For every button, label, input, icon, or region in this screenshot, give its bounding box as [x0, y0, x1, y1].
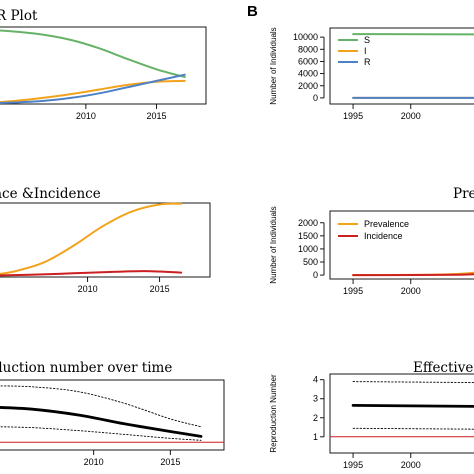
y-tick-label: 1000: [298, 244, 318, 254]
x-tick-label: 2015: [150, 284, 170, 294]
series-line-s2: [0, 426, 202, 441]
legend-label-r: R: [364, 57, 371, 67]
y-tick-label: 6000: [298, 56, 318, 66]
y-axis-title: Reproduction Number: [269, 374, 278, 453]
y-tick-label: 2: [313, 413, 318, 423]
series-line-s0: [0, 202, 183, 275]
y-tick-label: 500: [303, 257, 318, 267]
plot-frame: [329, 373, 474, 454]
series-line-s0: [0, 29, 186, 78]
chart-a1: 2010 2015: [0, 26, 207, 121]
x-tick-label: 2000: [401, 111, 421, 121]
chart-title-b2: Pre: [453, 186, 474, 202]
chart-a3: 2010 2015: [0, 379, 225, 467]
y-tick-label: 1500: [298, 231, 318, 241]
chart-title-a3: duction number over time: [0, 360, 172, 376]
y-tick-label: 2000: [298, 81, 318, 91]
chart-b1: 1995 2000 0 2000 4000 6000 8000 10000 Number of …: [269, 27, 474, 121]
chart-title-a2: ace &Incidence: [0, 186, 101, 202]
x-tick-label: 1995: [343, 460, 363, 470]
x-tick-label: 2010: [84, 457, 104, 467]
series-line-s1: [352, 381, 474, 384]
x-tick-label: 1995: [343, 111, 363, 121]
x-tick-label: 2010: [76, 111, 96, 121]
plot-area-group: 2010 2015 1995 20000200040006000800010000Nu…: [0, 26, 474, 470]
x-tick-label: 2015: [160, 457, 180, 467]
y-axis-title: Number of Individuals: [269, 27, 278, 104]
y-tick-label: 2000: [298, 218, 318, 228]
x-tick-label: 1995: [343, 286, 363, 296]
legend-label-prevalence: Prevalence: [364, 219, 409, 229]
plot-frame: [0, 202, 211, 278]
x-tick-label: 2000: [401, 460, 421, 470]
series-line-s1: [0, 79, 186, 104]
series-line-s1: [0, 270, 183, 277]
y-tick-label: 8000: [298, 44, 318, 54]
y-tick-label: 0: [313, 93, 318, 103]
plot-frame: [329, 27, 474, 105]
legend-label-incidence: Incidence: [364, 231, 403, 241]
x-tick-label: 2010: [78, 284, 98, 294]
series-line-s1: [0, 385, 202, 428]
legend-label-s: S: [364, 35, 370, 45]
chart-title-b3: Effective r: [413, 360, 474, 376]
x-tick-label: 2015: [147, 111, 167, 121]
chart-b3: 1995 2000 1 2 3 4 Reproduction Number: [269, 373, 474, 470]
series-line-s2: [0, 73, 186, 105]
plot-frame: [0, 379, 225, 451]
y-tick-label: 4000: [298, 69, 318, 79]
chart-title-a1: R Plot: [0, 8, 38, 24]
series-line-s0: [351, 404, 474, 408]
series-line-incidence: [352, 273, 474, 277]
y-tick-label: 0: [313, 270, 318, 280]
x-tick-label: 2000: [401, 286, 421, 296]
series-line-s0: [0, 406, 203, 438]
y-tick-label: 1: [313, 432, 318, 442]
y-tick-label: 3: [313, 394, 318, 404]
chart-b2: 1995 2000 0 500 1000 1500 2000 Number of Indivi…: [269, 206, 474, 296]
panel-letter-b: B: [247, 3, 258, 20]
legend-label-i: I: [364, 46, 367, 56]
plot-frame: [0, 26, 207, 105]
y-axis-title: Number of Individuals: [269, 206, 278, 283]
y-tick-label: 4: [313, 375, 318, 385]
chart-a2: 2010 2015: [0, 202, 211, 294]
y-tick-label: 10000: [293, 32, 318, 42]
plot-frame: [329, 210, 474, 280]
series-line-s2: [352, 427, 474, 430]
